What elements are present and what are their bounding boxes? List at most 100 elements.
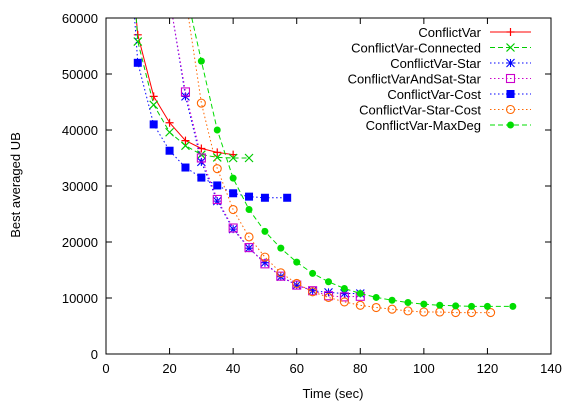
data-point-6-1 bbox=[197, 57, 205, 65]
data-point-3-3 bbox=[212, 194, 222, 204]
series-line-0 bbox=[135, 18, 234, 156]
series-layer bbox=[133, 18, 517, 318]
series-5 bbox=[188, 18, 496, 318]
data-point-3-4 bbox=[228, 223, 238, 233]
x-tick-label-1: 20 bbox=[162, 361, 176, 376]
legend-marker-1 bbox=[506, 43, 515, 52]
data-point-0-4 bbox=[181, 136, 190, 145]
data-point-5-4 bbox=[244, 232, 254, 242]
x-tick-label-6: 120 bbox=[477, 361, 499, 376]
y-tick-label-2: 20000 bbox=[62, 235, 98, 250]
data-point-5-8 bbox=[308, 287, 318, 297]
data-point-0-3 bbox=[165, 118, 174, 127]
data-point-4-3 bbox=[165, 146, 174, 155]
data-point-6-16 bbox=[436, 301, 444, 309]
data-point-6-11 bbox=[356, 290, 364, 298]
legend-label-1: ConflictVar-Connected bbox=[351, 41, 481, 56]
y-tick-label-4: 40000 bbox=[62, 123, 98, 138]
data-point-3-11 bbox=[339, 292, 349, 302]
y-tick-label-1: 10000 bbox=[62, 291, 98, 306]
x-tick-label-2: 40 bbox=[226, 361, 240, 376]
data-point-5-1 bbox=[196, 98, 206, 108]
data-point-1-7 bbox=[228, 153, 238, 163]
data-point-2-9 bbox=[308, 286, 317, 296]
data-point-6-6 bbox=[277, 244, 285, 252]
legend: ConflictVarConflictVar-ConnectedConflict… bbox=[348, 25, 531, 133]
data-point-2-4 bbox=[228, 224, 238, 234]
data-point-6-18 bbox=[468, 302, 476, 310]
data-point-4-5 bbox=[197, 173, 206, 182]
data-point-5-2 bbox=[212, 164, 222, 174]
data-point-6-2 bbox=[213, 126, 221, 134]
data-point-6-5 bbox=[261, 227, 269, 235]
data-point-5-5 bbox=[260, 252, 270, 262]
data-point-5-15 bbox=[419, 307, 429, 317]
x-tick-label-0: 0 bbox=[102, 361, 109, 376]
data-point-2-8 bbox=[292, 280, 302, 290]
data-point-0-6 bbox=[213, 148, 222, 157]
legend-marker-6 bbox=[507, 121, 514, 129]
axes-layer: 0 20 40 60 80 100 120 140 0 10000 20000 30000 40000 5… bbox=[62, 11, 562, 376]
data-point-6-13 bbox=[388, 296, 396, 304]
plot-frame bbox=[105, 17, 552, 355]
data-point-5-3 bbox=[228, 204, 238, 215]
legend-marker-3 bbox=[505, 73, 516, 84]
data-point-5-12 bbox=[371, 302, 381, 313]
data-point-4-7 bbox=[229, 189, 238, 198]
legend-label-3: ConflictVarAndSat-Star bbox=[348, 72, 482, 87]
legend-label-6: ConflictVar-MaxDeg bbox=[366, 118, 481, 133]
data-point-4-10 bbox=[283, 193, 292, 202]
data-point-6-12 bbox=[372, 293, 380, 301]
y-tick-label-5: 50000 bbox=[62, 67, 98, 82]
x-tick-label-3: 60 bbox=[289, 361, 303, 376]
data-point-1-3 bbox=[165, 127, 174, 137]
data-point-1-2 bbox=[149, 100, 159, 110]
data-point-3-5 bbox=[244, 243, 254, 253]
data-point-1-6 bbox=[212, 153, 222, 162]
data-point-6-8 bbox=[309, 269, 317, 277]
data-point-6-4 bbox=[245, 206, 253, 214]
y-tick-label-0: 0 bbox=[91, 347, 98, 362]
legend-label-4: ConflictVar-Cost bbox=[387, 87, 481, 102]
legend-label-0: ConflictVar bbox=[418, 25, 481, 40]
data-point-6-20 bbox=[509, 302, 517, 310]
legend-marker-2 bbox=[506, 58, 515, 68]
data-point-4-6 bbox=[213, 181, 222, 190]
data-point-1-1 bbox=[133, 37, 143, 46]
data-point-6-7 bbox=[293, 258, 301, 266]
data-point-2-10 bbox=[324, 288, 333, 297]
data-point-2-11 bbox=[340, 289, 349, 298]
series-line-5 bbox=[188, 18, 491, 314]
data-point-6-14 bbox=[404, 298, 412, 306]
data-point-4-1 bbox=[133, 58, 142, 67]
data-point-5-7 bbox=[292, 278, 302, 288]
y-axis-label: Best averaged UB bbox=[8, 132, 23, 238]
x-tick-label-7: 140 bbox=[540, 361, 562, 376]
data-point-4-9 bbox=[260, 193, 269, 202]
data-point-6-19 bbox=[483, 302, 491, 310]
data-point-4-8 bbox=[245, 192, 254, 201]
data-point-5-10 bbox=[339, 297, 349, 307]
legend-marker-0 bbox=[506, 28, 515, 36]
data-point-5-9 bbox=[323, 292, 334, 302]
data-point-5-13 bbox=[387, 304, 397, 314]
legend-label-2: ConflictVar-Star bbox=[390, 56, 481, 71]
series-6 bbox=[191, 18, 517, 310]
data-point-1-4 bbox=[181, 141, 190, 151]
data-point-5-6 bbox=[276, 268, 286, 278]
data-point-5-19 bbox=[486, 308, 496, 318]
series-4 bbox=[133, 18, 292, 202]
data-point-5-14 bbox=[403, 306, 413, 316]
data-point-1-8 bbox=[244, 153, 254, 163]
legend-marker-4 bbox=[506, 90, 515, 98]
data-point-0-2 bbox=[149, 92, 158, 101]
x-tick-label-4: 80 bbox=[353, 361, 367, 376]
data-point-3-6 bbox=[260, 259, 270, 269]
data-point-6-17 bbox=[452, 302, 460, 310]
series-1 bbox=[133, 18, 254, 163]
data-point-2-6 bbox=[260, 258, 270, 268]
data-point-6-3 bbox=[229, 174, 237, 182]
series-line-6 bbox=[191, 18, 513, 307]
y-tick-label-6: 60000 bbox=[62, 11, 98, 26]
legend-label-5: ConflictVar-Star-Cost bbox=[359, 103, 481, 118]
